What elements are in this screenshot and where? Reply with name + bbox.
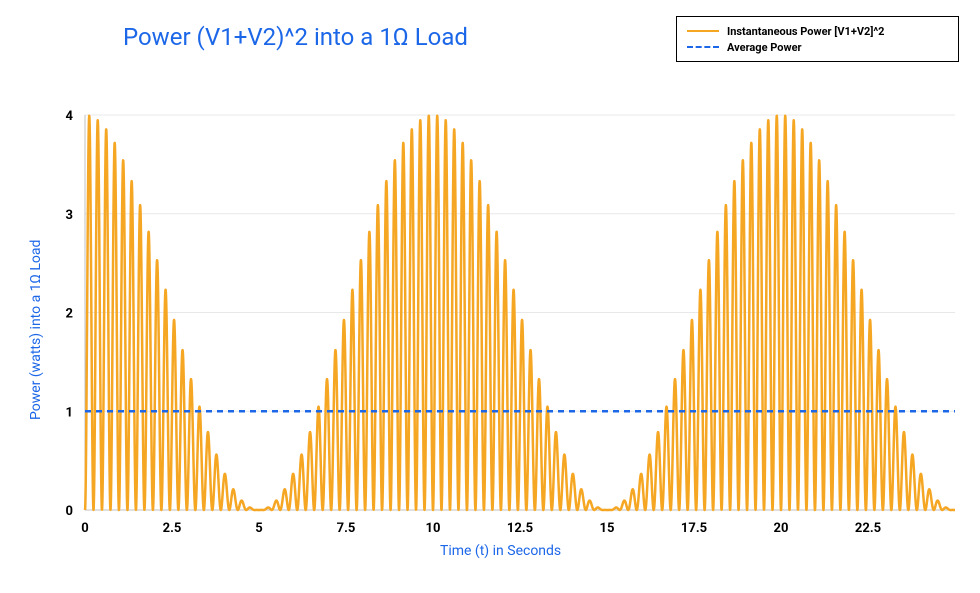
- svg-text:3: 3: [66, 208, 73, 223]
- chart-title: Power (V1+V2)^2 into a 1Ω Load: [123, 23, 468, 51]
- svg-text:20: 20: [774, 521, 789, 536]
- svg-text:4: 4: [66, 109, 74, 124]
- legend-swatch-instantaneous: [687, 30, 719, 32]
- legend-swatch-average: [687, 46, 719, 48]
- plot-area: 0 2.5 5 7.5 10 12.5 15 17.5 20 22.5 0 1 2 3 4: [0, 0, 980, 593]
- legend-label-instantaneous: Instantaneous Power [V1+V2]^2: [727, 25, 885, 38]
- svg-text:0: 0: [66, 504, 73, 519]
- legend: Instantaneous Power [V1+V2]^2 Average Po…: [676, 16, 959, 62]
- svg-text:15: 15: [600, 521, 615, 536]
- x-axis-label: Time (t) in Seconds: [440, 543, 561, 559]
- svg-text:7.5: 7.5: [337, 521, 356, 536]
- svg-text:5: 5: [255, 521, 262, 536]
- legend-item-average: Average Power: [687, 39, 948, 55]
- svg-text:1: 1: [66, 405, 73, 420]
- svg-text:17.5: 17.5: [681, 521, 707, 536]
- svg-text:22.5: 22.5: [855, 521, 881, 536]
- svg-text:0: 0: [81, 521, 88, 536]
- svg-text:2.5: 2.5: [163, 521, 182, 536]
- legend-label-average: Average Power: [727, 41, 802, 54]
- svg-text:10: 10: [426, 521, 441, 536]
- chart-container: Power (V1+V2)^2 into a 1Ω Load Instantan…: [0, 0, 980, 593]
- y-axis-label: Power (watts) into a 1Ω Load: [28, 240, 44, 420]
- svg-text:12.5: 12.5: [507, 521, 533, 536]
- svg-text:2: 2: [66, 307, 73, 322]
- legend-item-instantaneous: Instantaneous Power [V1+V2]^2: [687, 23, 948, 39]
